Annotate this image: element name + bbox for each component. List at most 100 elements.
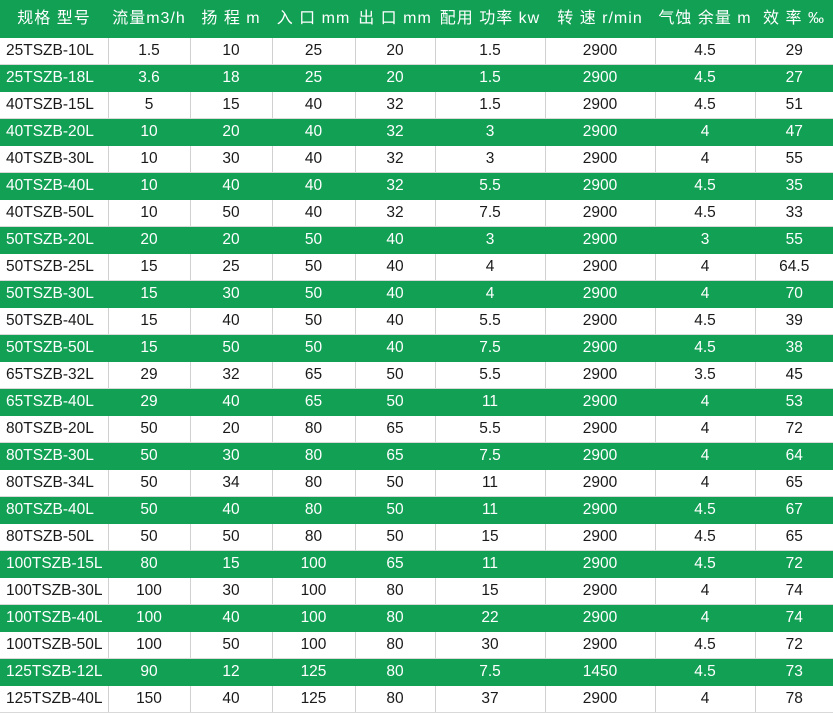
cell-value: 10: [108, 118, 191, 146]
cell-model: 80TSZB-30L: [0, 442, 109, 470]
cell-value: 3: [435, 145, 546, 173]
cell-value: 5: [108, 91, 191, 119]
cell-value: 53: [755, 388, 833, 416]
cell-value: 2900: [545, 388, 656, 416]
cell-value: 40: [355, 226, 436, 254]
cell-value: 40: [190, 307, 273, 335]
cell-value: 80: [355, 577, 436, 605]
cell-value: 2900: [545, 496, 656, 524]
cell-value: 80: [108, 550, 191, 578]
cell-model: 100TSZB-30L: [0, 577, 109, 605]
cell-value: 80: [355, 685, 436, 713]
cell-value: 3.5: [655, 361, 756, 389]
cell-value: 1450: [545, 658, 656, 686]
cell-value: 2900: [545, 631, 656, 659]
table-row: 100TSZB-50L 100 50 100 80 30 2900 4.5 72: [0, 631, 833, 659]
cell-value: 10: [108, 145, 191, 173]
cell-value: 78: [755, 685, 833, 713]
cell-value: 4.5: [655, 334, 756, 362]
cell-value: 4.5: [655, 91, 756, 119]
cell-value: 4.5: [655, 38, 756, 65]
cell-value: 65: [355, 415, 436, 443]
cell-value: 1.5: [435, 64, 546, 92]
cell-model: 40TSZB-40L: [0, 172, 109, 200]
cell-value: 25: [272, 64, 356, 92]
table-row: 25TSZB-18L 3.6 18 25 20 1.5 2900 4.5 27: [0, 64, 833, 92]
cell-value: 30: [190, 145, 273, 173]
cell-value: 2900: [545, 145, 656, 173]
table-row: 125TSZB-12L 90 12 125 80 7.5 1450 4.5 73: [0, 658, 833, 686]
cell-value: 40: [272, 118, 356, 146]
cell-value: 40: [190, 604, 273, 632]
cell-value: 1.5: [435, 91, 546, 119]
cell-value: 2900: [545, 604, 656, 632]
cell-value: 65: [272, 388, 356, 416]
cell-value: 30: [190, 577, 273, 605]
cell-value: 50: [272, 280, 356, 308]
cell-value: 32: [355, 91, 436, 119]
cell-value: 50: [108, 469, 191, 497]
cell-value: 10: [190, 38, 273, 65]
cell-value: 90: [108, 658, 191, 686]
cell-value: 4: [655, 388, 756, 416]
cell-value: 80: [272, 415, 356, 443]
cell-value: 4: [435, 280, 546, 308]
cell-value: 50: [272, 307, 356, 335]
cell-value: 10: [108, 172, 191, 200]
cell-value: 4: [435, 253, 546, 281]
cell-value: 2900: [545, 334, 656, 362]
cell-value: 72: [755, 415, 833, 443]
column-header-7: 气蚀 余量 m: [655, 0, 755, 38]
cell-value: 32: [355, 172, 436, 200]
cell-model: 40TSZB-15L: [0, 91, 109, 119]
cell-value: 32: [355, 199, 436, 227]
cell-value: 40: [272, 91, 356, 119]
cell-model: 40TSZB-20L: [0, 118, 109, 146]
cell-value: 5.5: [435, 172, 546, 200]
cell-value: 11: [435, 550, 546, 578]
cell-value: 7.5: [435, 199, 546, 227]
table-row: 50TSZB-20L 20 20 50 40 3 2900 3 55: [0, 226, 833, 254]
cell-value: 65: [355, 442, 436, 470]
cell-value: 20: [355, 38, 436, 65]
column-header-2: 扬 程 m: [190, 0, 272, 38]
cell-value: 15: [190, 550, 273, 578]
cell-value: 51: [755, 91, 833, 119]
table-row: 80TSZB-34L 50 34 80 50 11 2900 4 65: [0, 469, 833, 497]
cell-value: 2900: [545, 280, 656, 308]
column-header-6: 转 速 r/min: [545, 0, 655, 38]
cell-value: 4: [655, 604, 756, 632]
cell-value: 80: [272, 469, 356, 497]
cell-value: 40: [355, 280, 436, 308]
cell-model: 80TSZB-34L: [0, 469, 109, 497]
cell-value: 5.5: [435, 415, 546, 443]
cell-model: 65TSZB-32L: [0, 361, 109, 389]
cell-value: 50: [108, 442, 191, 470]
cell-value: 80: [355, 631, 436, 659]
cell-model: 50TSZB-50L: [0, 334, 109, 362]
table-row: 65TSZB-32L 29 32 65 50 5.5 2900 3.5 45: [0, 361, 833, 389]
cell-value: 20: [190, 415, 273, 443]
cell-value: 40: [190, 172, 273, 200]
cell-model: 50TSZB-30L: [0, 280, 109, 308]
cell-value: 4: [655, 253, 756, 281]
cell-value: 12: [190, 658, 273, 686]
cell-model: 40TSZB-50L: [0, 199, 109, 227]
cell-value: 2900: [545, 172, 656, 200]
cell-value: 65: [755, 523, 833, 551]
cell-value: 7.5: [435, 334, 546, 362]
cell-value: 2900: [545, 199, 656, 227]
cell-value: 50: [108, 496, 191, 524]
cell-value: 55: [755, 145, 833, 173]
cell-value: 15: [190, 91, 273, 119]
table-row: 40TSZB-15L 5 15 40 32 1.5 2900 4.5 51: [0, 91, 833, 119]
cell-value: 18: [190, 64, 273, 92]
cell-value: 4: [655, 469, 756, 497]
cell-value: 100: [272, 631, 356, 659]
cell-value: 2900: [545, 307, 656, 335]
cell-value: 2900: [545, 469, 656, 497]
cell-value: 100: [272, 550, 356, 578]
cell-value: 100: [108, 631, 191, 659]
cell-value: 50: [355, 496, 436, 524]
cell-value: 70: [755, 280, 833, 308]
